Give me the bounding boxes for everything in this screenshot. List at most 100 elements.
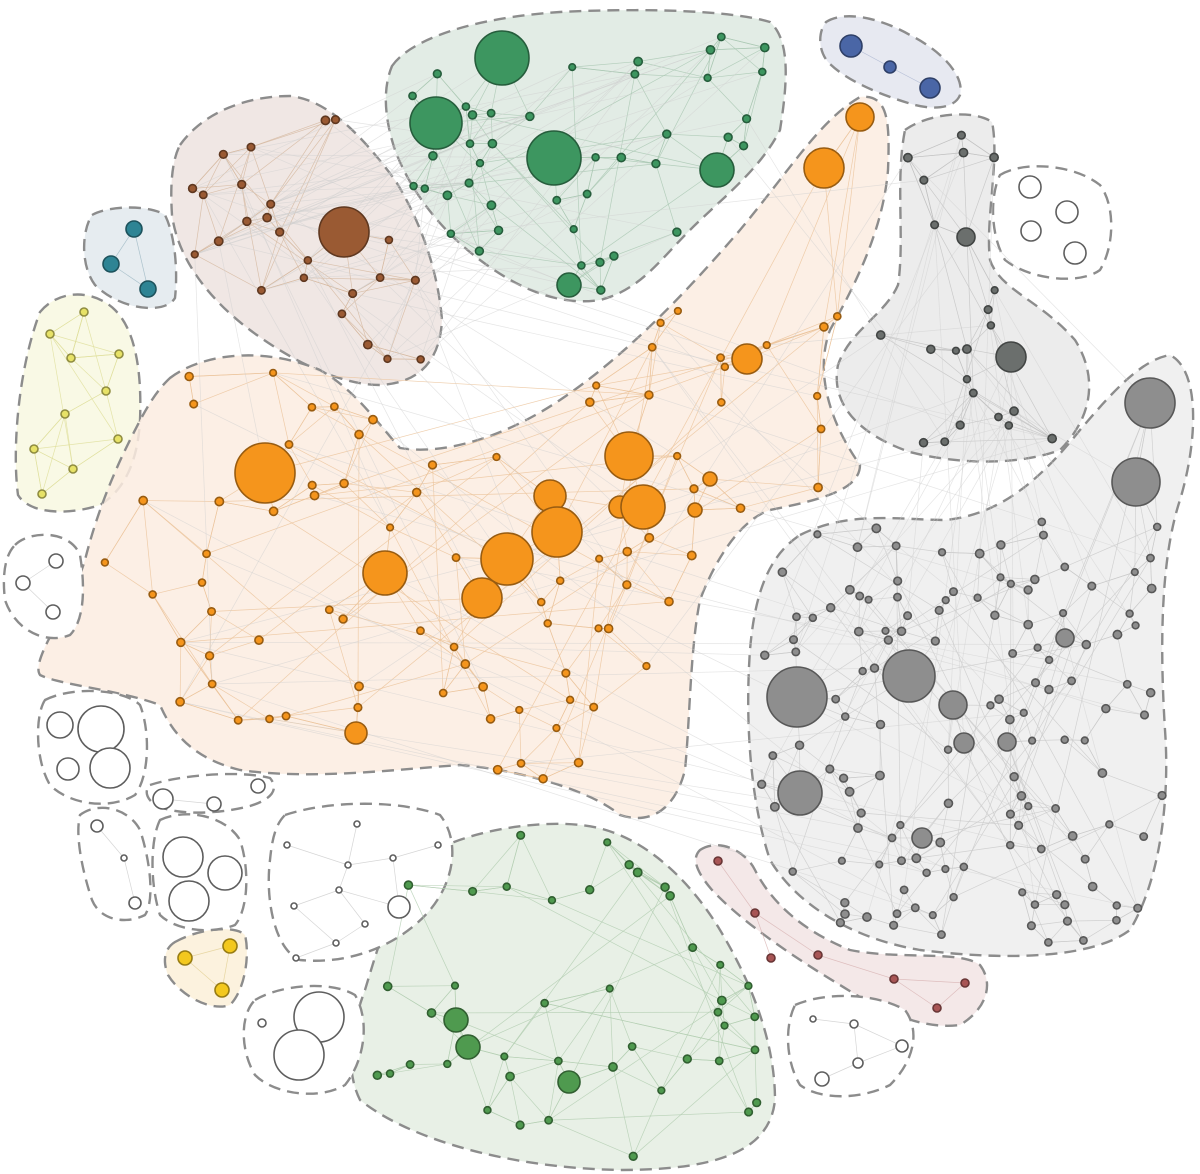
node-orange (720, 362, 730, 372)
node-gray-large (855, 591, 865, 601)
node-orange (411, 487, 422, 498)
edge-green-bottom (661, 1058, 688, 1091)
edge-inter-cluster (352, 204, 492, 294)
edge-gray-large (977, 597, 1029, 625)
node-gray-large (769, 801, 780, 812)
node-gray-upper (994, 412, 1003, 422)
edge-orange (142, 500, 360, 687)
edge-red-small (936, 982, 966, 1009)
edge-gray-large (868, 599, 1086, 860)
node-gray-upper (983, 304, 993, 315)
edge-gray-large (1126, 684, 1145, 716)
edge-gray-large (861, 812, 1019, 826)
node-gray-large (862, 912, 872, 922)
edge-orange (518, 709, 522, 764)
edge-inter-cluster (857, 224, 935, 548)
node-gray-large (893, 592, 902, 602)
edge-white-group-f (347, 857, 394, 866)
edge-red-small (717, 860, 756, 914)
node-green-top (409, 181, 418, 191)
edge-gray-large (941, 552, 954, 592)
node-white-group-g (273, 1029, 325, 1081)
edge-orange (389, 492, 417, 528)
edge-inter-cluster (979, 157, 995, 554)
node-green-top (703, 73, 712, 83)
edge-inter-cluster (651, 347, 1011, 815)
edge-gray-large (1150, 558, 1153, 589)
edge-orange (288, 406, 335, 445)
edge-gray-large (1010, 844, 1042, 850)
node-green-bottom (455, 1034, 481, 1060)
edge-gray-large (940, 842, 965, 868)
node-gray-large (831, 694, 841, 704)
edge-green-bottom (719, 964, 723, 1001)
node-orange (214, 496, 225, 507)
node-white-group-d (90, 819, 104, 833)
edge-orange (720, 357, 722, 403)
edge-inter-cluster (180, 425, 1009, 643)
edge-green-top (743, 71, 763, 146)
edge-green-bottom (447, 895, 671, 1065)
edge-green-top (638, 61, 708, 79)
edge-inter-cluster (206, 553, 762, 785)
edge-gray-upper (961, 134, 995, 158)
node-orange (531, 506, 583, 558)
node-white-group-h (814, 1071, 830, 1087)
edge-red-small (893, 978, 966, 984)
edge-orange (556, 706, 594, 729)
edge-green-bottom (387, 986, 432, 1014)
edge-white-group-f (295, 942, 337, 959)
edge-orange (432, 464, 444, 694)
node-gray-large (1122, 679, 1132, 689)
node-white-group-i (1063, 241, 1087, 265)
edge-brown (246, 221, 280, 233)
node-gray-upper (919, 175, 929, 185)
edge-gray-large (1055, 808, 1073, 837)
node-gray-large (840, 909, 850, 919)
edge-gray-upper (923, 157, 995, 181)
edge-green-bottom (377, 1064, 411, 1076)
edge-inter-cluster (420, 73, 636, 360)
edge-green-bottom (520, 1119, 549, 1126)
node-green-bottom (688, 943, 698, 953)
edge-orange (648, 347, 653, 395)
edge-inter-cluster (212, 438, 1053, 685)
node-white-group-f (332, 939, 340, 947)
node-orange (189, 399, 199, 409)
edge-yellow (49, 333, 120, 355)
node-green-bottom (714, 1056, 724, 1066)
node-gray-large (903, 611, 913, 621)
edge-brown (307, 259, 416, 281)
edge-inter-cluster (288, 444, 1106, 709)
edge-gray-upper (973, 392, 999, 418)
edge-orange (288, 407, 313, 445)
cluster-hull-orange (37, 95, 890, 820)
node-gray-large (1152, 522, 1162, 532)
node-orange (427, 460, 438, 470)
node-orange (819, 322, 829, 332)
edge-gray-large (979, 553, 1012, 585)
network-nodes (15, 30, 1176, 1161)
edge-green-top (613, 231, 677, 257)
edge-orange (311, 406, 670, 602)
node-green-bottom (716, 995, 727, 1006)
edge-inter-cluster (379, 162, 481, 278)
node-brown (320, 115, 331, 126)
node-orange (100, 558, 110, 567)
node-white-group-a (15, 575, 31, 591)
edge-orange (285, 663, 466, 717)
node-green-top (461, 102, 471, 111)
edge-yellow (41, 413, 66, 495)
node-gray-large (1004, 714, 1015, 725)
node-brown (337, 309, 347, 319)
node-gray-large (997, 732, 1017, 752)
node-gray-large (1087, 581, 1097, 591)
edge-green-bottom (504, 1056, 559, 1062)
edge-orange (211, 683, 270, 720)
edge-gray-large (782, 571, 814, 618)
edge-green-top (655, 133, 668, 164)
edge-gold-small (184, 957, 223, 991)
edge-green-bottom (589, 864, 630, 891)
node-white-group-i (1020, 220, 1042, 242)
edge-gray-large (1006, 741, 1066, 905)
